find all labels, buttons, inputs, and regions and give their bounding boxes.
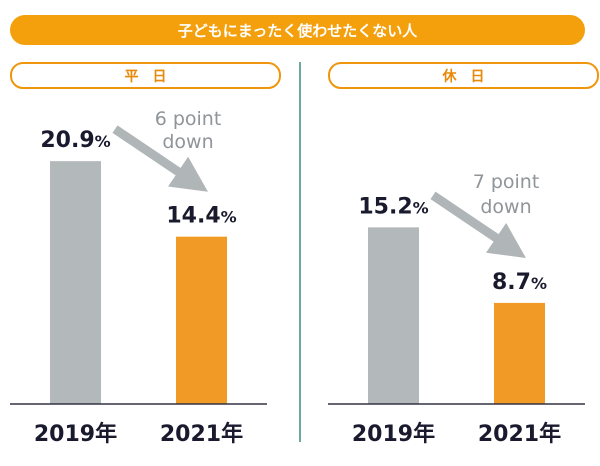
panel-divider <box>299 62 301 442</box>
change-annotation: 7 point <box>473 171 540 193</box>
change-annotation: 6 point <box>155 108 222 130</box>
bar-2021年 <box>176 236 227 404</box>
down-arrow <box>112 125 208 192</box>
value-label: 8.7% <box>492 270 547 295</box>
change-annotation: down <box>480 196 531 218</box>
value-label: 20.9% <box>40 128 110 153</box>
bar-2021年 <box>494 302 545 404</box>
bar-2019年 <box>368 227 419 404</box>
x-tick-label: 2021年 <box>160 421 243 447</box>
bar-2019年 <box>50 161 101 404</box>
panel-label-holiday: 休日 <box>328 62 599 89</box>
value-label: 15.2% <box>358 194 428 219</box>
change-annotation: down <box>162 131 213 153</box>
x-tick-label: 2019年 <box>34 421 117 447</box>
x-tick-label: 2019年 <box>352 421 435 447</box>
down-arrow <box>430 191 526 258</box>
chart-title: 子どもにまったく使わせたくない人 <box>10 15 585 45</box>
panel-label-weekday: 平日 <box>10 62 281 89</box>
x-tick-label: 2021年 <box>478 421 561 447</box>
value-label: 14.4% <box>166 204 236 229</box>
